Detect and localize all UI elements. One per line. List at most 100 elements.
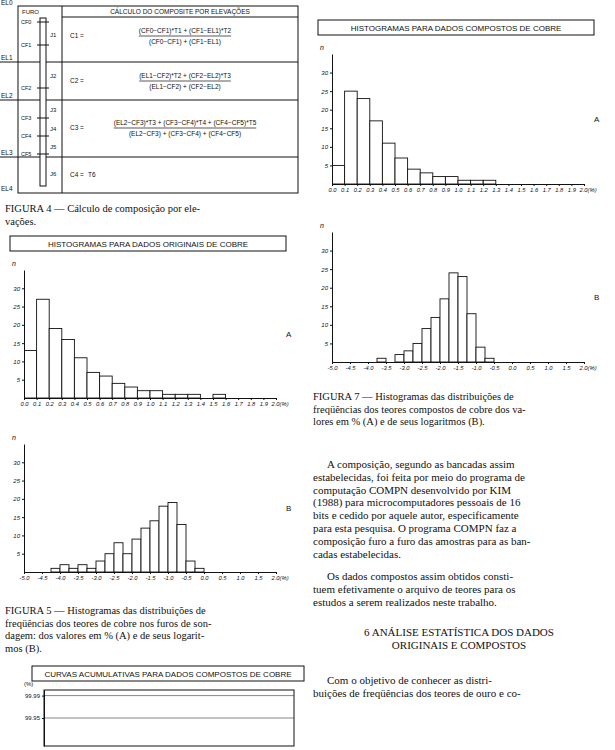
tick-mark — [22, 307, 24, 308]
tick-label: 0.5 — [391, 187, 400, 193]
tick-mark — [42, 696, 44, 697]
tick-mark — [112, 398, 113, 400]
contact-tick — [37, 45, 49, 46]
tick: -2.5 — [418, 362, 429, 371]
bar — [386, 362, 395, 363]
tick: 0.0 — [328, 184, 337, 193]
tick-mark — [137, 398, 138, 400]
tick-mark — [22, 343, 24, 344]
elevation-label: EL4 — [1, 185, 13, 192]
tick: 0.7 — [417, 184, 426, 193]
tick-label: 10 — [13, 359, 20, 365]
formula-lhs: C3 = — [70, 124, 84, 131]
tick-mark — [60, 572, 61, 574]
tick-label: -4.0 — [364, 365, 375, 371]
tick: -1.0 — [472, 362, 483, 371]
tick-label: -5.0 — [20, 575, 31, 581]
text-line: dagem: dos valores em % (A) e de seus lo… — [5, 630, 205, 642]
tick-mark — [222, 572, 223, 574]
tick-label: 1.5 — [254, 575, 263, 581]
tick-mark — [96, 572, 97, 574]
tick-label: 25 — [12, 478, 20, 484]
bar — [112, 383, 125, 398]
histogram: HISTOGRAMAS PARA DADOS ORIGINAIS DE COBR… — [10, 236, 292, 407]
tick: 0.6 — [96, 398, 105, 407]
tick-label: 2.0(%) — [271, 401, 289, 407]
tick-mark — [125, 398, 126, 400]
tick-mark — [370, 184, 371, 186]
tick-mark — [471, 184, 472, 186]
tick: 0.1 — [33, 398, 41, 407]
tick: 0.0 — [20, 398, 29, 407]
tick-label: 20 — [12, 496, 20, 502]
page: CÁLCULO DO COMPOSITE POR ELEVAÇÕESFUROEL… — [0, 0, 615, 750]
tick-label: 15 — [321, 126, 328, 132]
tick-mark — [114, 572, 115, 574]
tick: 1.5 — [254, 572, 263, 581]
title-box — [32, 666, 304, 681]
tick-label: 0.3 — [366, 187, 375, 193]
figure-4: CÁLCULO DO COMPOSITE POR ELEVAÇÕESFUROEL… — [0, 0, 298, 193]
tick-label: 15 — [13, 341, 20, 347]
bar — [251, 398, 264, 399]
bar — [62, 339, 75, 398]
tick-label: 0.8 — [429, 187, 438, 193]
tick: -2.0 — [436, 362, 447, 371]
tick-label: 5 — [17, 377, 21, 383]
chart-title: CURVAS ACUMULATIVAS PARA DADOS COMPOSTOS… — [44, 670, 291, 679]
tick-label: 0.7 — [109, 401, 118, 407]
axis-line — [332, 233, 333, 363]
text-line: lores em % (A) e de seus logaritmos (B). — [313, 416, 485, 428]
tick-mark — [458, 362, 459, 364]
tick: 0.2 — [354, 184, 363, 193]
tick: 30 — [321, 70, 332, 76]
tick-mark — [330, 147, 332, 148]
axis: 51015202530 — [12, 445, 24, 573]
tick: -1.5 — [146, 572, 157, 581]
tick-label: -4.5 — [38, 575, 49, 581]
tick: 1.8 — [247, 398, 256, 407]
tick-mark — [566, 362, 567, 364]
tick: 5 — [325, 341, 332, 347]
title-box — [318, 20, 594, 35]
tick: 10 — [321, 322, 332, 328]
tick-mark — [330, 91, 332, 92]
text-line: estabelecidas, foi feita por meio do pro… — [313, 471, 525, 483]
panel-label: B — [594, 293, 599, 302]
tick-label: 1.5 — [562, 365, 571, 371]
tick-mark — [42, 718, 44, 719]
tick: 15 — [13, 341, 24, 347]
axis-line — [333, 184, 585, 185]
tick: 20 — [320, 285, 332, 291]
contact-label: CF4 — [21, 133, 31, 139]
bar — [137, 391, 150, 398]
tick-label: 10 — [13, 533, 20, 539]
tick-label: 1.3 — [492, 187, 501, 193]
tick: 0.9 — [442, 184, 451, 193]
tick-mark — [263, 398, 264, 400]
tick: 1.1 — [159, 398, 167, 407]
tick-label: 30 — [321, 248, 328, 254]
tick: -4.5 — [38, 572, 49, 581]
bar — [186, 561, 195, 572]
tick-label: 1.3 — [184, 401, 193, 407]
tick-mark — [204, 572, 205, 574]
text-line: cadas estabelecidas. — [313, 548, 401, 560]
axis-line — [333, 362, 585, 363]
tick: -3.5 — [382, 362, 393, 371]
tick-label: -2.0 — [436, 365, 447, 371]
tick: 1.5 — [517, 184, 526, 193]
tick-mark — [422, 362, 423, 364]
tick-label: 1.2 — [172, 401, 181, 407]
tick-label: 1.9 — [260, 401, 269, 407]
tick: 2.0(%) — [271, 572, 289, 581]
axis-title: (%) — [24, 681, 33, 687]
tick: 1.2 — [172, 398, 181, 407]
tick: 5 — [17, 551, 24, 557]
tick-label: 1.0 — [236, 575, 245, 581]
text-line: ORIGINAIS E COMPOSTOS — [392, 639, 526, 651]
axis: -5.0-4.5-4.0-3.5-3.0-2.5-2.0-1.5-1.0-0.5… — [328, 362, 597, 371]
tick: 1.3 — [184, 398, 193, 407]
tick-label: 15 — [13, 515, 20, 521]
formula-denominator: (EL1−CF2) + (CF2−EL2) — [149, 83, 220, 91]
